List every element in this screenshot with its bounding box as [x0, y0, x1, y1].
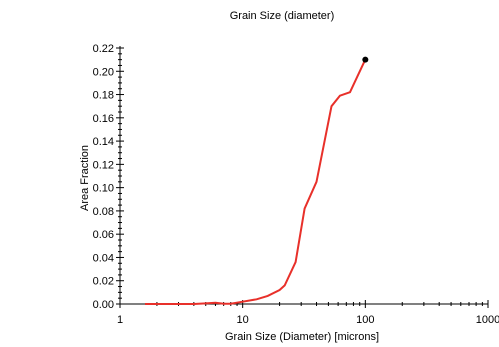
y-tick-label: 0.10	[93, 183, 114, 195]
y-tick-label: 0.14	[93, 136, 114, 148]
y-tick-label: 0.08	[93, 206, 114, 218]
series-end-marker	[362, 56, 369, 63]
y-tick-label: 0.02	[93, 276, 114, 288]
x-tick-label: 10	[237, 314, 249, 326]
y-tick-label: 0.20	[93, 66, 114, 78]
y-tick-label: 0.06	[93, 229, 114, 241]
y-tick-label: 0.04	[93, 252, 114, 264]
x-tick-label: 1	[117, 314, 123, 326]
x-axis-ticks: 1 10 100 1000	[117, 300, 499, 326]
x-axis-label: Grain Size (Diameter) [microns]	[225, 331, 379, 343]
y-tick-label: 0.12	[93, 159, 114, 171]
series-line	[145, 59, 367, 305]
y-tick-label: 0.18	[93, 90, 114, 102]
x-tick-label: 1000	[476, 314, 499, 326]
y-tick-label: 0.16	[93, 113, 114, 125]
x-tick-label: 100	[356, 314, 374, 326]
y-tick-label: 0.22	[93, 43, 114, 55]
chart-title: Grain Size (diameter)	[230, 10, 335, 22]
y-tick-label: 0.00	[93, 299, 114, 311]
y-axis-label: Area Fraction	[79, 145, 91, 211]
y-axis-ticks: 0.00 0.02 0.04 0.06 0.08 0.10 0.12 0.14 0.16 0.18…	[93, 43, 124, 311]
